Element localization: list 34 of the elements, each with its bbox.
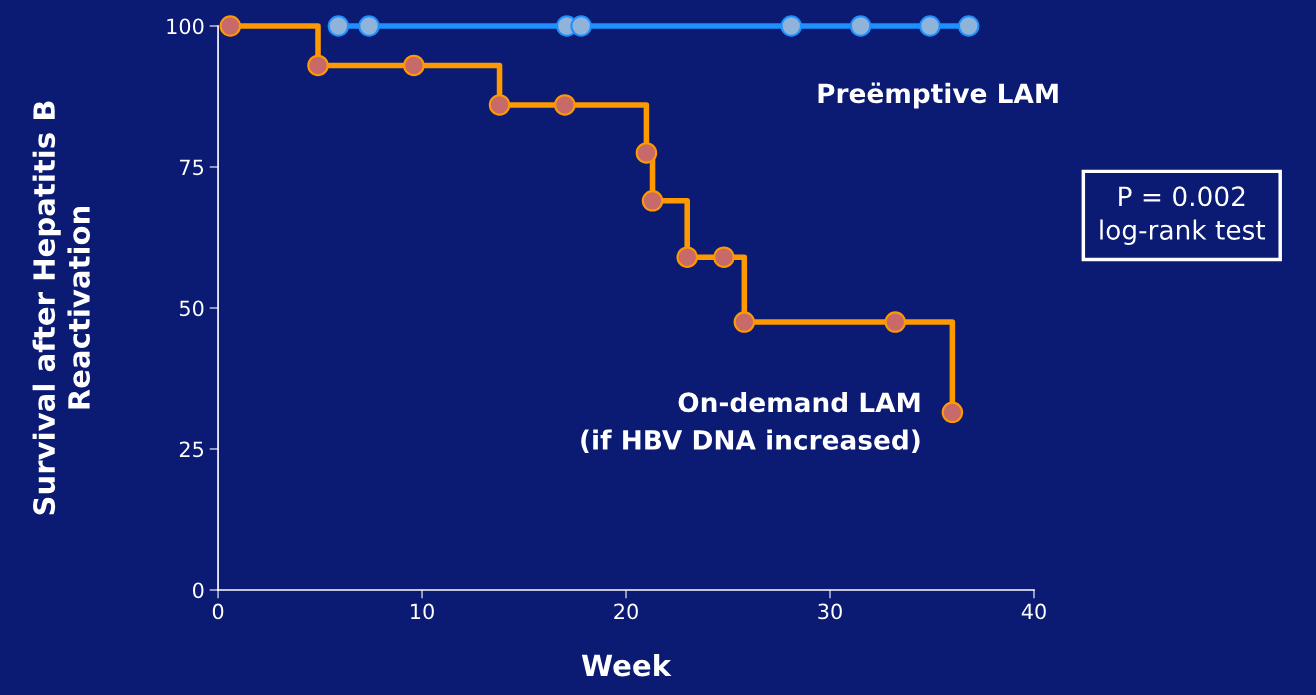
point (327, 15, 350, 37)
point (780, 15, 803, 37)
point (849, 15, 872, 37)
point (570, 15, 592, 37)
point (713, 246, 735, 268)
point (676, 246, 698, 268)
x-tick-label: 40 (1021, 603, 1046, 620)
y-tick-label: 75 (180, 159, 204, 176)
point (919, 15, 941, 37)
point (635, 142, 658, 164)
point (733, 311, 756, 333)
point (554, 94, 576, 116)
point (219, 15, 242, 37)
point (307, 54, 329, 77)
point (941, 401, 964, 424)
x-tick-label: 10 (411, 603, 434, 620)
point (358, 15, 380, 37)
point (884, 311, 907, 333)
point (641, 190, 664, 212)
y-tick-label: 0 (192, 582, 204, 599)
y-tick-label: 25 (179, 441, 204, 458)
series-label: On-demand LAM (if HBV DNA increased) (581, 391, 920, 453)
text: Preëmptive LAM (818, 82, 1058, 109)
point (488, 94, 511, 116)
y-tick-label: 50 (179, 300, 204, 317)
point (957, 15, 980, 37)
x-axis-title: Week (581, 653, 672, 677)
y-tick-label: 100 (167, 18, 204, 35)
text: P = 0.002 log-rank test (1100, 186, 1266, 245)
x-tick-label: 0 (212, 603, 224, 620)
y-axis-title: Survival after Hepatitis B Reactivation (32, 101, 91, 515)
x-tick-label: 30 (818, 603, 842, 620)
x-tick-label: 20 (614, 603, 638, 620)
point (403, 54, 425, 77)
